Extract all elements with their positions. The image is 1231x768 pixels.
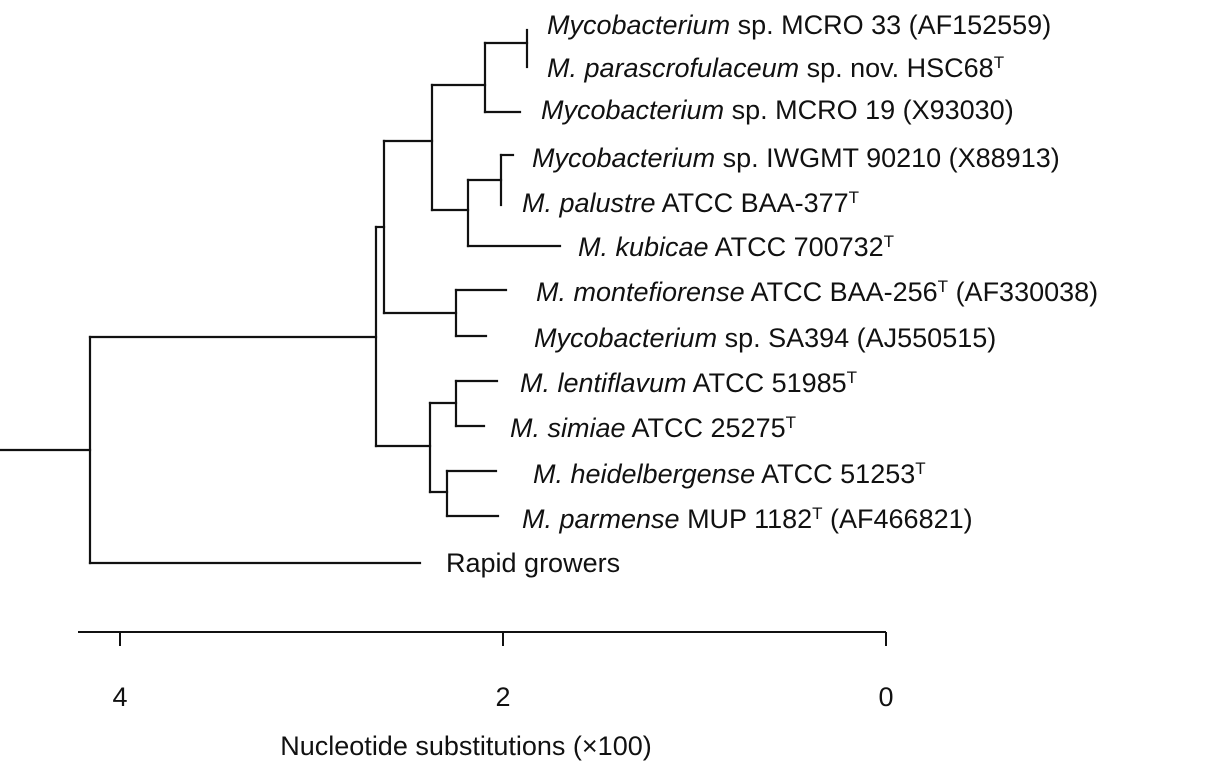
scale-axis: 4 2 0 Nucleotide substitutions (×100) xyxy=(78,631,894,761)
leaf-label-simiae: M. simiae ATCC 25275T xyxy=(510,413,796,443)
scale-tick-label: 0 xyxy=(878,682,893,712)
leaf-label-part: sp. MCRO 33 (AF152559) xyxy=(730,10,1051,40)
leaf-label-parmense: M. parmense MUP 1182T (AF466821) xyxy=(522,504,973,534)
leaf-label-part: (AF330038) xyxy=(948,277,1098,307)
leaf-label-part: T xyxy=(994,53,1004,72)
leaf-label-part: M. parascrofulaceum xyxy=(547,53,799,83)
leaf-label-part: Rapid growers xyxy=(446,548,620,578)
leaf-label-mcro19: Mycobacterium sp. MCRO 19 (X93030) xyxy=(541,95,1014,125)
leaf-label-part: Mycobacterium xyxy=(532,143,715,173)
leaf-label-sa394: Mycobacterium sp. SA394 (AJ550515) xyxy=(534,323,996,353)
leaf-label-part: sp. nov. HSC68 xyxy=(799,53,994,83)
scale-axis-title: Nucleotide substitutions (×100) xyxy=(280,731,651,761)
leaf-label-part: MUP 1182 xyxy=(680,504,813,534)
leaf-label-part: T xyxy=(849,188,859,207)
leaf-label-iwgmt: Mycobacterium sp. IWGMT 90210 (X88913) xyxy=(532,143,1060,173)
leaf-label-part: ATCC 51985 xyxy=(687,368,847,398)
leaf-label-part: ATCC 700732 xyxy=(709,232,884,262)
leaf-label-part: ATCC 51253 xyxy=(755,459,915,489)
leaf-label-part: sp. SA394 (AJ550515) xyxy=(717,323,996,353)
scale-tick-label: 4 xyxy=(112,682,127,712)
leaf-label-part: M. lentiflavum xyxy=(520,368,687,398)
leaf-label-part: M. parmense xyxy=(522,504,680,534)
leaf-label-part: sp. MCRO 19 (X93030) xyxy=(724,95,1014,125)
leaf-label-part: T xyxy=(884,232,894,251)
leaf-label-part: ATCC 25275 xyxy=(626,413,786,443)
leaf-label-part: M. heidelbergense xyxy=(533,459,755,489)
leaf-label-part: M. montefiorense xyxy=(536,277,745,307)
leaf-label-heidelbergense: M. heidelbergense ATCC 51253T xyxy=(533,459,926,489)
leaf-label-rapid: Rapid growers xyxy=(446,548,620,578)
leaf-label-part: M. palustre xyxy=(522,188,656,218)
leaf-label-part: Mycobacterium xyxy=(541,95,724,125)
leaf-label-kubicae: M. kubicae ATCC 700732T xyxy=(578,232,894,262)
leaf-label-part: T xyxy=(847,368,857,387)
leaf-label-part: Mycobacterium xyxy=(534,323,717,353)
leaf-label-part: (AF466821) xyxy=(823,504,973,534)
leaf-label-part: T xyxy=(786,413,796,432)
leaf-label-part: M. kubicae xyxy=(578,232,709,262)
leaf-label-hsc68: M. parascrofulaceum sp. nov. HSC68T xyxy=(547,53,1004,83)
leaf-label-part: T xyxy=(812,504,822,523)
leaf-label-mcro33: Mycobacterium sp. MCRO 33 (AF152559) xyxy=(547,10,1051,40)
leaf-label-part: Mycobacterium xyxy=(547,10,730,40)
scale-tick-label: 2 xyxy=(495,682,510,712)
leaf-label-palustre: M. palustre ATCC BAA-377T xyxy=(522,188,859,218)
leaf-label-part: T xyxy=(938,277,948,296)
leaf-label-part: M. simiae xyxy=(510,413,626,443)
leaf-label-montefiorense: M. montefiorense ATCC BAA-256T (AF330038… xyxy=(536,277,1098,307)
leaf-label-part: ATCC BAA-377 xyxy=(656,188,849,218)
leaf-label-lentiflavum: M. lentiflavum ATCC 51985T xyxy=(520,368,857,398)
leaf-labels: Mycobacterium sp. MCRO 33 (AF152559) M. p… xyxy=(446,10,1098,578)
tree-branches xyxy=(0,28,562,565)
leaf-label-part: T xyxy=(915,459,925,478)
leaf-label-part: sp. IWGMT 90210 (X88913) xyxy=(715,143,1060,173)
leaf-label-part: ATCC BAA-256 xyxy=(745,277,938,307)
